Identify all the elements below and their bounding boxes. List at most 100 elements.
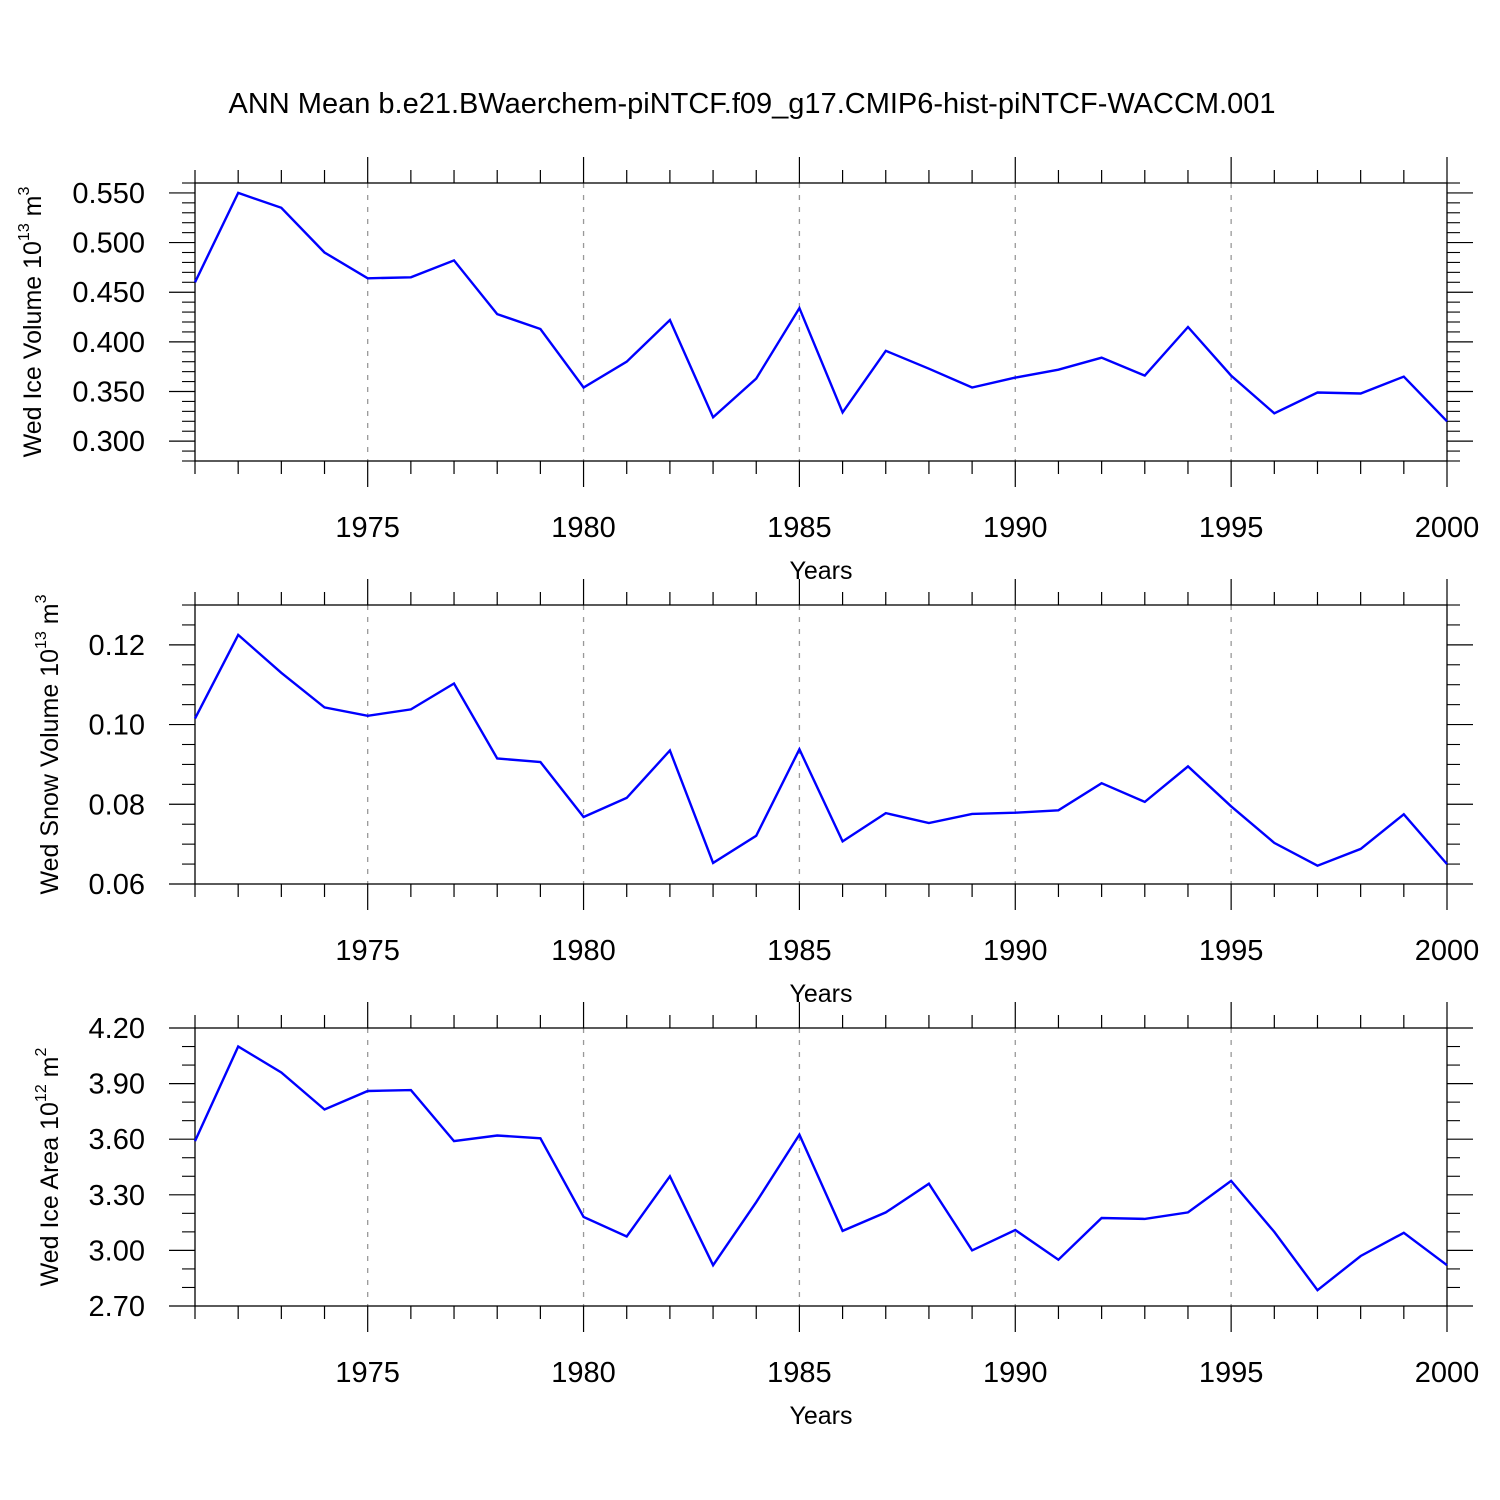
y-tick-label: 0.400 [72,327,145,359]
plot-frame [194,182,1448,462]
data-point [1445,1263,1449,1267]
data-point [1445,419,1449,423]
data-point [1013,811,1017,815]
data-point [323,251,327,255]
data-point [668,1174,672,1178]
chart-title: ANN Mean b.e21.BWaerchem-piNTCF.f09_g17.… [228,88,1276,120]
data-point [625,1235,629,1239]
data-point [538,1136,542,1140]
data-point [1013,1228,1017,1232]
data-point [841,839,845,843]
y-tick-label: 3.60 [89,1124,145,1156]
data-point [970,1248,974,1252]
y-tick-label: 2.70 [89,1291,145,1323]
x-tick-label: 1985 [767,1357,832,1389]
data-point [279,206,283,210]
data-point [1402,812,1406,816]
data-point [409,275,413,279]
data-point [538,760,542,764]
data-point [797,747,801,751]
data-point [323,705,327,709]
x-tick-label: 1990 [983,1357,1048,1389]
data-point [754,1200,758,1204]
data-point [409,1088,413,1092]
data-point [366,714,370,718]
y-tick-label: 3.30 [89,1180,145,1212]
data-point [841,1229,845,1233]
data-point [1315,390,1319,394]
data-point [323,1108,327,1112]
data-point [582,386,586,390]
data-point [970,812,974,816]
data-point [1143,800,1147,804]
plot-frame [194,604,1448,885]
data-point [711,861,715,865]
data-point [884,1210,888,1214]
data-point [193,1139,197,1143]
y-tick-label: 0.08 [89,789,145,821]
data-point [495,312,499,316]
y-axis-label: Wed Ice Volume 1013 m3 [16,186,47,457]
data-point [668,748,672,752]
data-point [754,834,758,838]
data-point [495,1133,499,1137]
y-axis-label: Wed Snow Volume 1013 m3 [33,594,64,894]
data-point [884,349,888,353]
data-point [970,386,974,390]
y-tick-label: 0.350 [72,377,145,409]
x-tick-label: 1975 [335,512,400,544]
panel-ice-volume: 0.300 0.350 0.400 0.450 0.500 0.550 1975 1980 19… [16,157,1479,585]
x-tick-label: 1980 [551,1357,616,1389]
data-point [1143,374,1147,378]
series-line [193,191,1448,423]
data-point [927,367,931,371]
data-point [1056,368,1060,372]
data-point [1402,375,1406,379]
data-point [1402,1231,1406,1235]
data-point [193,717,197,721]
x-tick-label: 1995 [1199,935,1264,967]
data-point [279,671,283,675]
data-point [1186,1210,1190,1214]
data-point [1315,864,1319,868]
x-tick-label: 1995 [1199,1357,1264,1389]
y-axis-label: Wed Ice Area 1012 m2 [33,1047,64,1286]
x-tick-label: 1990 [983,935,1048,967]
y-tick-label: 3.00 [89,1235,145,1267]
data-point [797,306,801,310]
data-point [625,796,629,800]
panel-ice-area: 2.70 3.00 3.30 3.60 3.90 4.20 1975 1980 1985 1990… [33,1002,1479,1430]
data-point [1143,1217,1147,1221]
y-tick-label: 0.300 [72,426,145,458]
x-tick-label: 1980 [551,935,616,967]
x-tick-label: 2000 [1415,512,1480,544]
x-tick-label: 1975 [335,935,400,967]
x-tick-label: 1985 [767,512,832,544]
data-point [1272,411,1276,415]
data-point [1359,847,1363,851]
y-tick-label: 0.500 [72,228,145,260]
x-tick-label: 2000 [1415,1357,1480,1389]
data-point [1272,841,1276,845]
data-point [884,811,888,815]
data-point [1186,764,1190,768]
data-point [1100,356,1104,360]
data-point [1445,862,1449,866]
data-point [1229,804,1233,808]
data-point [668,318,672,322]
y-tick-label: 0.10 [89,710,145,742]
data-point [625,360,629,364]
data-point [236,191,240,195]
x-tick-label: 1975 [335,1357,400,1389]
data-point [538,327,542,331]
data-point [452,258,456,262]
data-point [927,1182,931,1186]
data-point [1056,808,1060,812]
y-tick-label: 4.20 [89,1013,145,1045]
data-point [366,276,370,280]
data-point [1013,376,1017,380]
y-tick-label: 0.550 [72,178,145,210]
data-point [1359,391,1363,395]
data-point [495,756,499,760]
data-point [711,415,715,419]
